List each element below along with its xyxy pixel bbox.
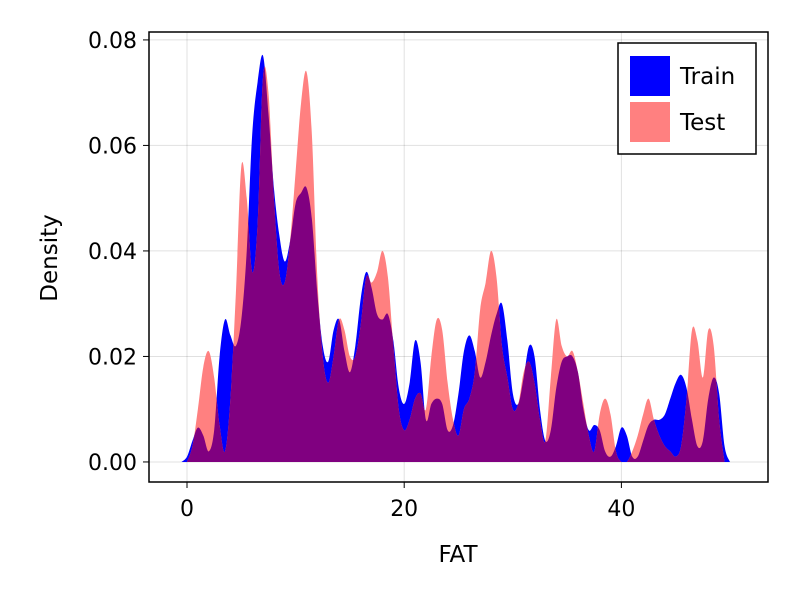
y-tick-label: 0.08 xyxy=(88,29,137,54)
plot-frame xyxy=(148,31,769,483)
x-tick-label: 20 xyxy=(390,497,418,522)
legend: Train Test xyxy=(617,42,757,155)
legend-swatch-train xyxy=(630,56,670,96)
x-tick-label: 0 xyxy=(180,497,194,522)
x-axis-label: FAT xyxy=(438,542,478,568)
legend-label-test: Test xyxy=(679,110,725,136)
y-axis-label: Density xyxy=(37,214,63,301)
series-overlap-area xyxy=(187,66,725,462)
legend-label-train: Train xyxy=(679,64,735,90)
legend-swatch-test xyxy=(630,102,670,142)
y-tick-label: 0.00 xyxy=(88,451,137,476)
series-layer xyxy=(181,54,730,462)
y-tick-label: 0.02 xyxy=(88,345,137,370)
axis-ticks: 0 20 40 0.00 0.02 0.04 0.06 0.08 xyxy=(88,29,635,522)
x-tick-label: 40 xyxy=(607,497,635,522)
y-tick-label: 0.04 xyxy=(88,240,137,265)
y-tick-label: 0.06 xyxy=(88,134,137,159)
